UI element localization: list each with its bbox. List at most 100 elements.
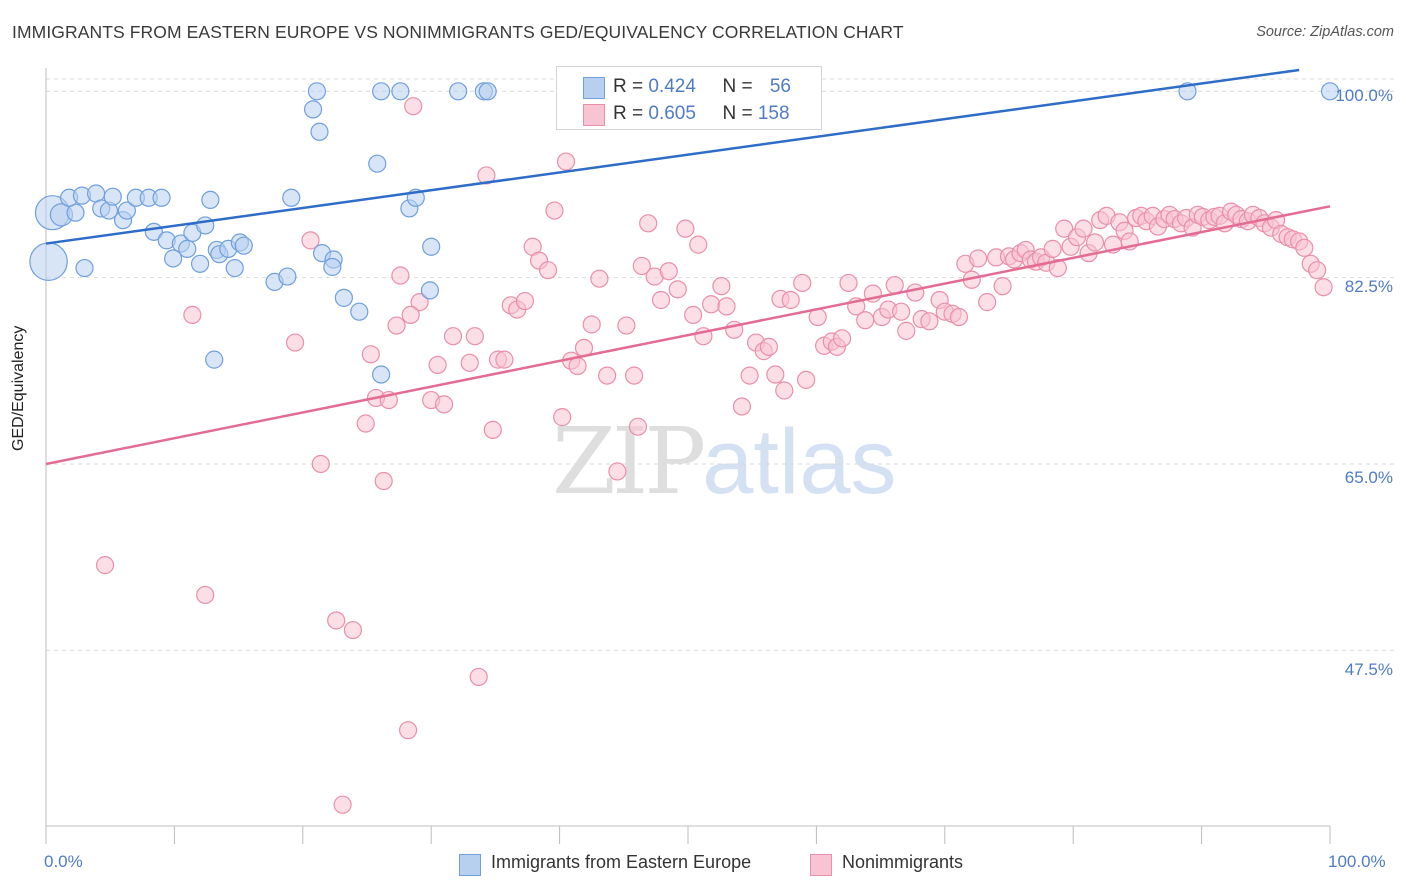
nonimmigrants-point — [428, 355, 447, 375]
chart-title: IMMIGRANTS FROM EASTERN EUROPE VS NONIMM… — [12, 22, 904, 42]
immigrants-point — [372, 82, 391, 101]
immigrants-point — [350, 302, 369, 321]
immigrants-point — [164, 249, 183, 268]
nonimmigrants-point — [483, 420, 502, 439]
nonimmigrants-point — [766, 365, 785, 384]
x-tick-label: 100.0% — [1328, 852, 1386, 871]
nonimmigrants-point — [702, 295, 721, 314]
nonimmigrants-point — [712, 277, 731, 296]
nonimmigrants-point — [892, 302, 911, 321]
nonimmigrants-point — [793, 273, 812, 293]
nonimmigrants-point — [659, 262, 678, 281]
nonimmigrants-point — [404, 97, 423, 116]
immigrants-point — [1320, 82, 1340, 101]
nonimmigrants-point — [95, 556, 115, 575]
nonimmigrants-point — [632, 256, 651, 276]
nonimmigrants-point — [515, 291, 535, 311]
nonimmigrants-point — [969, 249, 988, 268]
y-tick-label: 47.5% — [1344, 660, 1393, 679]
nonimmigrants-point — [717, 297, 736, 316]
nonimmigrants-point — [196, 585, 215, 605]
trend-lines — [45, 68, 1331, 466]
immigrants-point — [152, 188, 171, 207]
nonimmigrants-point — [885, 275, 904, 295]
nonimmigrants-point — [183, 305, 202, 325]
legend-n-label: N = — [722, 103, 758, 124]
nonimmigrants-point — [590, 269, 609, 288]
nonimmigrants-point — [343, 620, 362, 640]
nonimmigrants-point — [1085, 233, 1105, 252]
nonimmigrants-point — [477, 166, 496, 185]
y-tick-label: 65.0% — [1344, 468, 1393, 487]
immigrants-point — [323, 257, 342, 277]
axes — [45, 68, 1331, 844]
nonimmigrants-point — [460, 353, 479, 372]
immigrants-point — [334, 288, 353, 307]
nonimmigrants-point — [740, 366, 759, 385]
immigrants-point — [201, 190, 220, 210]
immigrants-trend-line — [45, 68, 1300, 245]
y-tick-label: 100.0% — [1335, 86, 1393, 105]
immigrants-point — [234, 236, 253, 255]
bottom-legend-swatch-pink — [810, 854, 832, 876]
nonimmigrants-point — [556, 152, 576, 171]
bottom-legend-label: Nonimmigrants — [842, 852, 964, 872]
nonimmigrants-point — [1055, 219, 1074, 238]
nonimmigrants-points — [95, 97, 1333, 814]
nonimmigrants-point — [553, 408, 572, 427]
legend-r-value: 0.424 — [648, 76, 696, 97]
immigrants-point — [368, 154, 387, 173]
nonimmigrants-point — [1308, 261, 1327, 280]
gridlines — [46, 78, 1394, 651]
nonimmigrants-trend-line — [45, 205, 1331, 466]
legend-n-value: 158 — [757, 103, 790, 124]
nonimmigrants-point — [978, 293, 997, 312]
nonimmigrants-point — [398, 721, 418, 740]
nonimmigrants-point — [949, 307, 969, 327]
nonimmigrants-point — [387, 316, 406, 335]
immigrants-point — [391, 82, 410, 101]
immigrants-point — [190, 254, 210, 273]
immigrants-point — [75, 258, 94, 278]
immigrants-point — [225, 258, 244, 278]
nonimmigrants-point — [391, 266, 410, 285]
nonimmigrants-point — [1043, 239, 1062, 258]
nonimmigrants-point — [684, 305, 703, 325]
immigrants-point — [278, 267, 297, 286]
nonimmigrants-point — [920, 312, 939, 331]
nonimmigrants-point — [617, 316, 636, 335]
watermark-atlas: atlas — [702, 411, 897, 513]
x-tick-label: 0.0% — [44, 852, 83, 871]
nonimmigrants-point — [628, 417, 648, 436]
nonimmigrants-point — [608, 462, 627, 481]
immigrants-point — [372, 365, 391, 384]
nonimmigrants-point — [1048, 258, 1067, 278]
nonimmigrants-point — [676, 219, 695, 238]
nonimmigrants-point — [1314, 278, 1333, 297]
nonimmigrants-point — [639, 214, 658, 233]
nonimmigrants-point — [797, 370, 816, 389]
nonimmigrants-point — [781, 290, 800, 310]
immigrants-point — [29, 242, 68, 281]
nonimmigrants-point — [832, 329, 852, 348]
immigrants-point — [422, 237, 441, 256]
nonimmigrants-point — [495, 350, 514, 369]
nonimmigrants-point — [568, 356, 587, 376]
immigrants-point — [303, 100, 323, 119]
immigrants-point — [117, 201, 136, 220]
nonimmigrants-point — [374, 471, 393, 491]
legend-n-value: 56 — [769, 76, 791, 97]
nonimmigrants-point — [327, 611, 346, 630]
nonimmigrants-point — [311, 454, 330, 474]
immigrants-point — [478, 82, 497, 101]
immigrants-point — [307, 82, 327, 101]
nonimmigrants-point — [545, 201, 564, 220]
immigrants-point — [178, 239, 197, 258]
nonimmigrants-point — [465, 327, 484, 346]
nonimmigrants-point — [333, 795, 352, 814]
nonimmigrants-point — [689, 235, 708, 254]
nonimmigrants-point — [361, 345, 380, 364]
nonimmigrants-point — [598, 366, 617, 385]
nonimmigrants-point — [856, 311, 875, 330]
nonimmigrants-point — [651, 290, 671, 310]
